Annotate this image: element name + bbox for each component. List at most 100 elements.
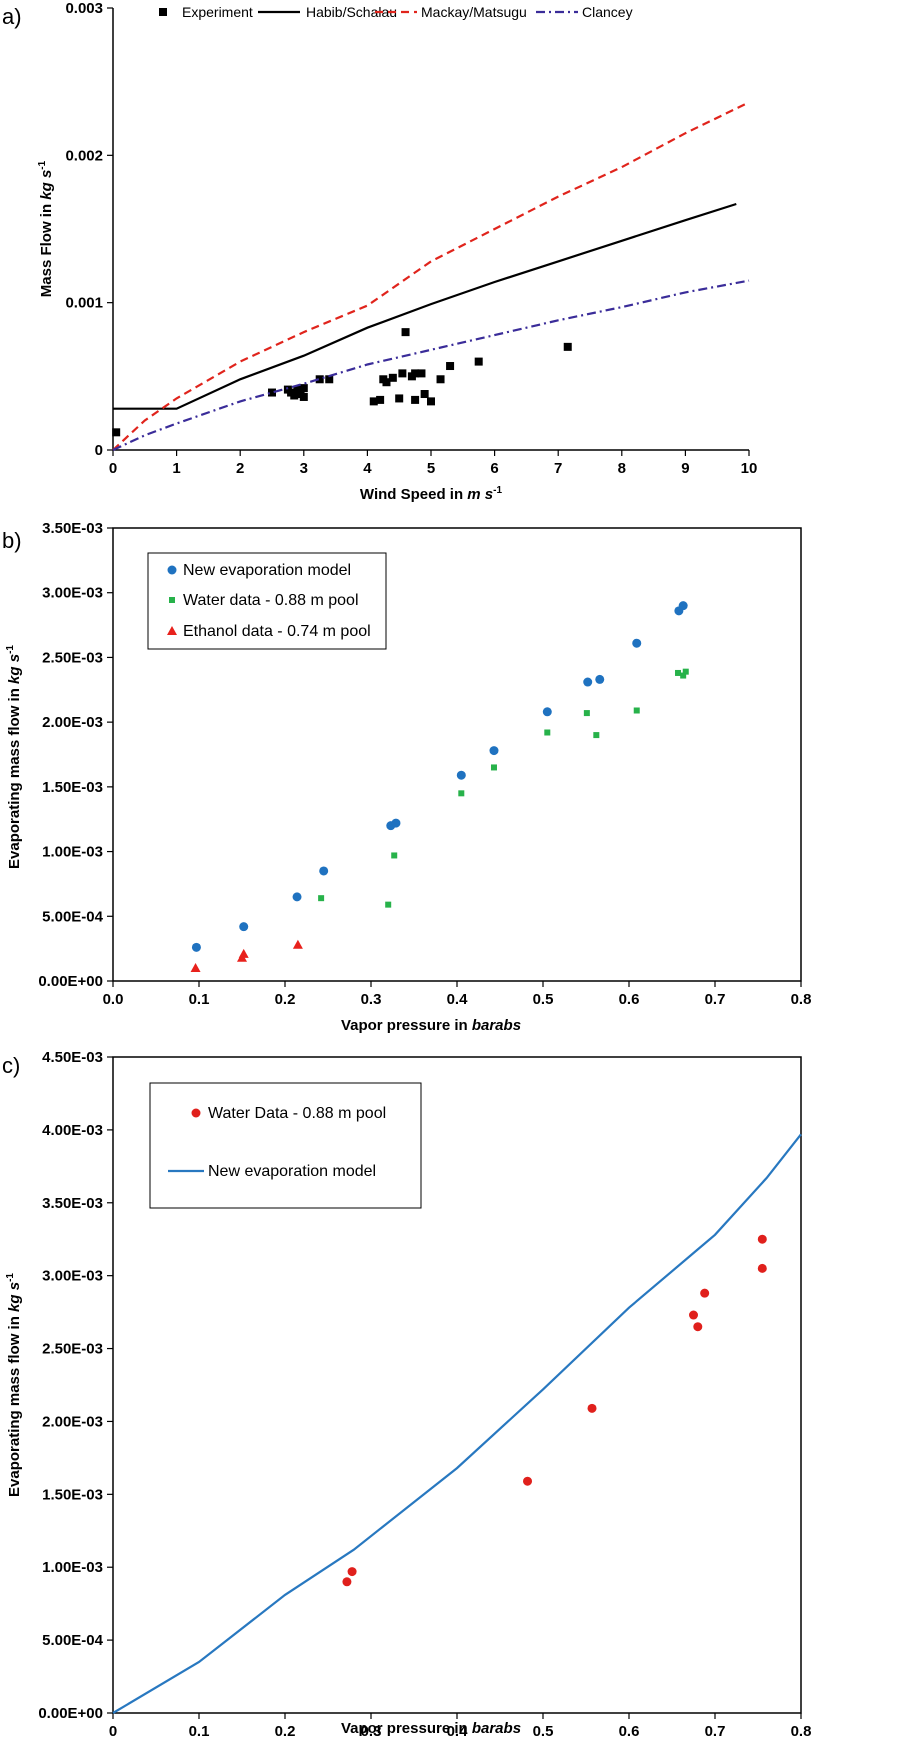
data-point <box>395 394 404 403</box>
x-tick-label: 0.6 <box>619 1723 640 1740</box>
y-tick-label: 4.00E-03 <box>42 1122 103 1139</box>
data-point <box>411 395 420 404</box>
x-tick-label: 0.2 <box>275 991 296 1008</box>
legend-label: Habib/Schalau <box>306 4 397 20</box>
legend-swatch <box>191 1108 201 1118</box>
data-point <box>542 707 552 717</box>
series-1 <box>112 1133 802 1714</box>
legend-box <box>147 552 387 650</box>
data-point <box>693 1322 703 1332</box>
y-tick-label: 2.00E-03 <box>42 714 103 731</box>
series-line <box>113 202 737 410</box>
data-point <box>299 392 308 401</box>
x-tick-label: 8 <box>618 460 626 477</box>
y-tick-label: 0 <box>95 442 103 459</box>
data-point <box>490 764 497 771</box>
x-tick-label: 4 <box>363 460 372 477</box>
data-point <box>689 1310 698 1320</box>
x-tick-label: 0.4 <box>447 991 469 1008</box>
y-tick-label: 1.50E-03 <box>42 1486 103 1503</box>
data-point <box>290 391 299 400</box>
legend-label: Mackay/Matsugu <box>421 4 527 20</box>
legend-box <box>149 1082 422 1209</box>
x-tick-label: 0.8 <box>791 991 812 1008</box>
legend-label: Experiment <box>182 4 253 20</box>
data-point <box>238 948 249 958</box>
data-point <box>595 674 605 684</box>
data-point <box>385 901 392 908</box>
data-point <box>190 963 201 973</box>
x-axis-label: Vapor pressure in barabs <box>341 1720 521 1737</box>
y-tick-label: 3.50E-03 <box>42 520 103 537</box>
legend: Water Data - 0.88 m pool New evaporation … <box>149 1082 422 1209</box>
data-point <box>347 1567 357 1577</box>
legend-label: New evaporation model <box>183 562 351 579</box>
data-point <box>292 892 302 902</box>
data-point <box>593 732 600 739</box>
data-point <box>112 428 121 437</box>
y-tick-label: 1.00E-03 <box>42 1559 103 1576</box>
data-point <box>563 342 572 351</box>
y-tick-label: 0.00E+00 <box>38 1705 103 1722</box>
panel-label: c) <box>2 1053 20 1078</box>
x-tick-label: 0.4 <box>447 1723 469 1740</box>
y-tick-label: 1.50E-03 <box>42 779 103 796</box>
series-1 <box>318 668 689 908</box>
y-tick-label: 2.50E-03 <box>42 649 103 666</box>
data-point <box>315 375 324 384</box>
data-point <box>675 669 682 676</box>
data-point <box>489 746 499 756</box>
panel-label: b) <box>2 528 22 553</box>
x-tick-label: 0.5 <box>533 1723 554 1740</box>
data-point <box>391 852 398 859</box>
panel-label: a) <box>2 4 22 29</box>
data-point <box>293 385 302 394</box>
data-point <box>583 710 590 717</box>
x-tick-label: 5 <box>427 460 435 477</box>
data-point <box>757 1263 767 1273</box>
data-point <box>458 790 465 797</box>
chart-panel-a: a) 0 1 2 3 4 5 6 7 8 9 10 0 0.001 0.002 0.003 Wind Speed… <box>2 0 757 503</box>
series-2 <box>190 939 303 973</box>
x-tick-label: 0.1 <box>189 991 210 1008</box>
data-point <box>446 362 455 371</box>
data-point <box>342 1577 352 1587</box>
legend-swatch <box>167 565 177 575</box>
series-line <box>112 279 750 451</box>
y-tick-label: 1.00E-03 <box>42 844 103 861</box>
x-tick-label: 0.6 <box>619 991 640 1008</box>
data-point <box>239 922 249 932</box>
x-tick-label: 1 <box>172 460 180 477</box>
x-tick-label: 0.7 <box>705 1723 726 1740</box>
data-point <box>544 729 551 736</box>
x-tick-label: 0 <box>109 1723 117 1740</box>
data-point <box>318 895 325 902</box>
data-point <box>523 1476 533 1486</box>
data-point <box>757 1234 767 1244</box>
data-point <box>411 369 420 378</box>
y-tick-label: 0.00E+00 <box>38 973 103 990</box>
x-tick-label: 0.8 <box>791 1723 812 1740</box>
data-point <box>583 677 593 687</box>
data-point <box>427 397 435 406</box>
x-tick-label: 0 <box>109 460 117 477</box>
legend-label: New evaporation model <box>208 1163 376 1180</box>
legend-swatch <box>159 8 167 16</box>
x-axis-label: Wind Speed in m s-1 <box>360 485 503 503</box>
series-0 <box>112 328 572 437</box>
data-point <box>268 388 276 397</box>
x-tick-label: 9 <box>681 460 689 477</box>
legend-swatch <box>167 626 177 635</box>
x-tick-label: 0.2 <box>275 1723 296 1740</box>
y-tick-label: 2.50E-03 <box>42 1341 103 1358</box>
data-point <box>191 942 201 952</box>
legend: Experiment Habib/Schalau Mackay/Matsugu Cla… <box>159 4 633 20</box>
series-0 <box>191 601 688 952</box>
data-point <box>700 1288 710 1298</box>
x-tick-label: 0.3 <box>361 991 382 1008</box>
data-point <box>633 707 640 714</box>
data-point <box>391 818 401 828</box>
data-point <box>417 369 426 378</box>
data-point <box>292 939 303 949</box>
